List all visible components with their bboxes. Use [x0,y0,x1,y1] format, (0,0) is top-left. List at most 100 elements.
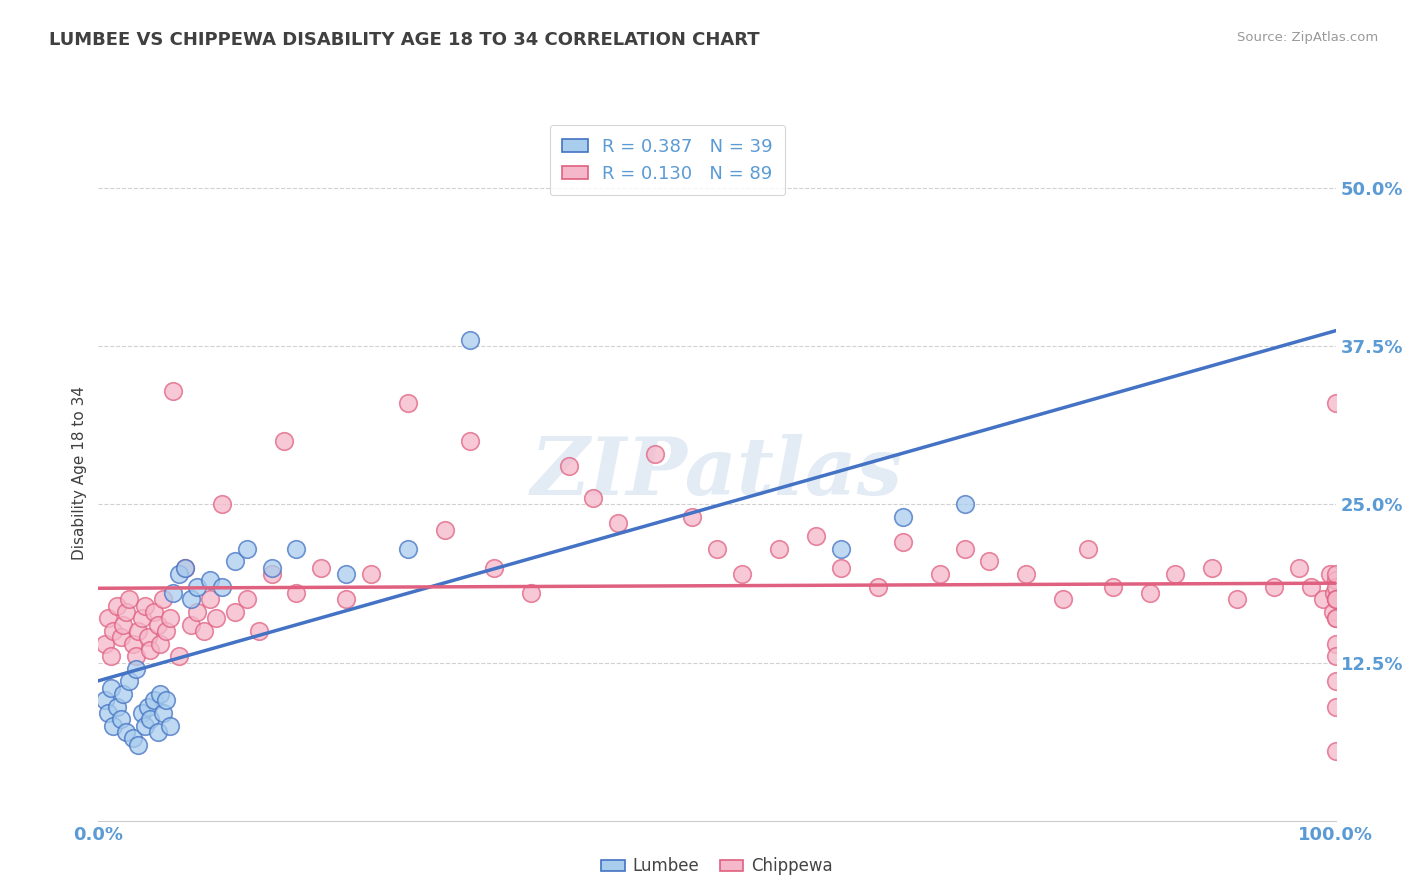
Point [1324,566,1347,581]
Point [1324,592,1347,607]
Point [1139,586,1161,600]
Point [1312,592,1334,607]
Point [731,566,754,581]
Point [953,497,976,511]
Point [134,719,156,733]
Point [114,725,136,739]
Point [1324,699,1347,714]
Point [260,566,283,581]
Point [155,693,177,707]
Point [1322,605,1344,619]
Point [149,636,172,650]
Point [159,719,181,733]
Point [162,384,184,398]
Point [1299,580,1322,594]
Point [211,497,233,511]
Point [186,605,208,619]
Point [134,599,156,613]
Point [335,566,357,581]
Point [93,636,115,650]
Point [139,643,162,657]
Point [146,617,169,632]
Point [644,447,666,461]
Point [866,580,889,594]
Point [396,541,419,556]
Point [928,566,950,581]
Y-axis label: Disability Age 18 to 34: Disability Age 18 to 34 [72,385,87,560]
Legend: Lumbee, Chippewa: Lumbee, Chippewa [595,851,839,882]
Point [198,592,221,607]
Point [136,630,159,644]
Point [1288,560,1310,574]
Point [557,459,579,474]
Text: LUMBEE VS CHIPPEWA DISABILITY AGE 18 TO 34 CORRELATION CHART: LUMBEE VS CHIPPEWA DISABILITY AGE 18 TO … [49,31,759,49]
Point [103,719,125,733]
Point [1324,611,1347,625]
Point [1323,586,1346,600]
Point [159,611,181,625]
Point [118,674,141,689]
Point [105,599,128,613]
Point [114,605,136,619]
Point [198,574,221,588]
Point [1263,580,1285,594]
Text: Source: ZipAtlas.com: Source: ZipAtlas.com [1237,31,1378,45]
Point [1201,560,1223,574]
Point [804,529,827,543]
Point [205,611,228,625]
Point [110,630,132,644]
Point [285,586,308,600]
Point [458,434,481,449]
Point [247,624,270,638]
Point [1226,592,1249,607]
Point [1077,541,1099,556]
Point [830,560,852,574]
Point [681,510,703,524]
Point [1324,636,1347,650]
Point [1324,592,1347,607]
Point [360,566,382,581]
Point [1324,592,1347,607]
Point [127,738,149,752]
Point [582,491,605,505]
Point [118,592,141,607]
Point [124,649,146,664]
Point [953,541,976,556]
Point [127,624,149,638]
Point [100,681,122,695]
Point [520,586,543,600]
Point [180,617,202,632]
Point [155,624,177,638]
Point [112,687,135,701]
Point [211,580,233,594]
Point [1324,574,1347,588]
Point [167,649,190,664]
Point [105,699,128,714]
Point [335,592,357,607]
Point [224,605,246,619]
Point [139,713,162,727]
Point [979,554,1001,568]
Point [891,510,914,524]
Point [830,541,852,556]
Point [396,396,419,410]
Point [1324,744,1347,758]
Point [1319,566,1341,581]
Point [93,693,115,707]
Point [180,592,202,607]
Point [174,560,197,574]
Point [706,541,728,556]
Point [143,605,166,619]
Point [174,560,197,574]
Point [100,649,122,664]
Point [1052,592,1074,607]
Point [103,624,125,638]
Point [122,731,145,746]
Point [162,586,184,600]
Point [607,516,630,531]
Point [124,662,146,676]
Point [484,560,506,574]
Point [1324,674,1347,689]
Point [891,535,914,549]
Point [236,541,259,556]
